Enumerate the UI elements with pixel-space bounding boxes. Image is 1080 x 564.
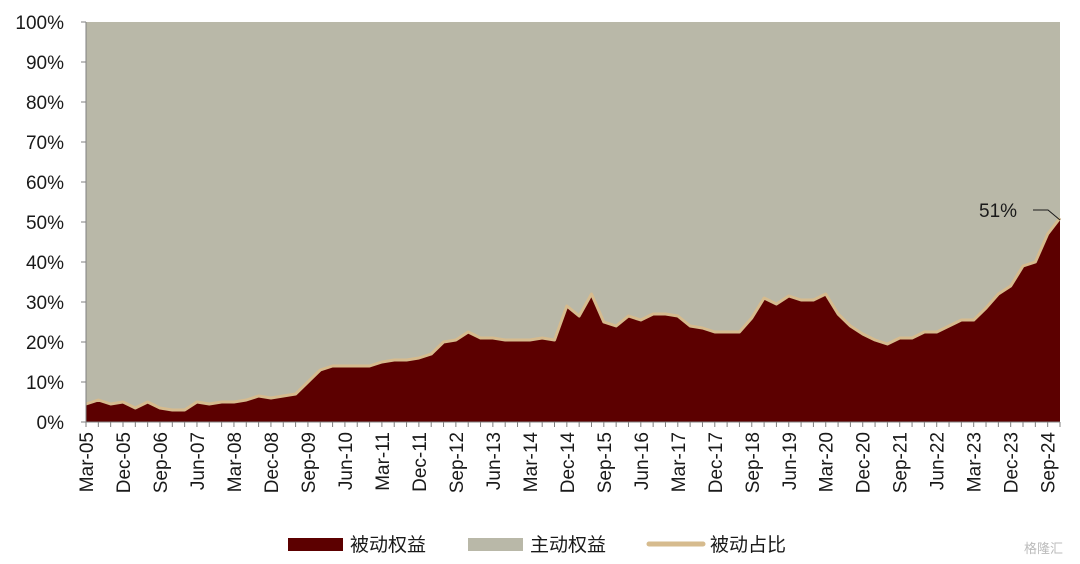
x-tick-label: Sep-18 — [743, 432, 764, 493]
x-tick-label: Dec-17 — [706, 432, 727, 493]
watermark: 格隆汇 — [1024, 541, 1063, 557]
annotation: 51% — [979, 201, 1061, 222]
x-tick-label: Dec-23 — [1002, 432, 1023, 493]
x-tick-label: Jun-07 — [188, 432, 209, 490]
x-tick-label: Sep-06 — [151, 432, 172, 493]
x-tick-label: Mar-23 — [965, 432, 986, 492]
y-axis: 0% 10% 20% 30% 40% 50% 60% 70% 80% 90% 100% — [15, 13, 86, 434]
y-tick-label: 0% — [37, 413, 65, 434]
series-area-passive — [86, 218, 1060, 422]
series-line-share — [85, 217, 1062, 412]
x-tick-label: Dec-08 — [262, 432, 283, 493]
y-tick-label: 60% — [26, 173, 64, 194]
x-tick-label: Mar-11 — [373, 432, 394, 491]
y-tick-label: 50% — [26, 213, 64, 234]
legend-label-passive: 被动权益 — [350, 534, 426, 556]
plot-area — [85, 22, 1062, 423]
legend-swatch-passive — [288, 538, 343, 551]
legend-label-share: 被动占比 — [710, 534, 786, 556]
x-tick-label: Jun-19 — [780, 432, 801, 490]
x-tick-label: Jun-13 — [484, 432, 505, 490]
legend-swatch-active — [468, 538, 523, 551]
x-tick-label: Mar-14 — [521, 432, 542, 493]
x-tick-label: Mar-08 — [225, 432, 246, 492]
x-tick-label: Sep-15 — [595, 432, 616, 493]
y-tick-label: 30% — [26, 293, 64, 314]
x-tick-label: Sep-09 — [299, 432, 320, 493]
legend-label-active: 主动权益 — [530, 534, 606, 556]
x-tick-label: Jun-22 — [928, 432, 949, 490]
y-tick-label: 80% — [26, 93, 64, 114]
x-tick-label: Sep-24 — [1039, 432, 1060, 494]
x-tick-label: Jun-16 — [632, 432, 653, 490]
y-tick-label: 90% — [26, 53, 64, 74]
x-tick-label: Mar-17 — [669, 432, 690, 492]
y-tick-label: 10% — [26, 373, 64, 394]
x-tick-label: Mar-05 — [77, 432, 98, 492]
annotation-leader — [1033, 209, 1061, 221]
x-tick-label: Mar-20 — [817, 432, 838, 492]
annotation-label: 51% — [979, 201, 1017, 222]
y-tick-label: 20% — [26, 333, 64, 354]
x-tick-label: Dec-14 — [558, 432, 579, 494]
y-tick-label: 70% — [26, 133, 64, 154]
x-axis: Mar-05 Dec-05 Sep-06 Jun-07 Mar-08 Dec-08 Sep-… — [77, 422, 1061, 494]
x-tick-label: Sep-21 — [891, 432, 912, 493]
x-tick-label: Sep-12 — [447, 432, 468, 493]
x-tick-label: Dec-11 — [410, 432, 431, 492]
y-tick-label: 100% — [15, 13, 64, 34]
x-tick-label: Jun-10 — [336, 432, 357, 490]
y-tick-label: 40% — [26, 253, 64, 274]
x-tick-label: Dec-05 — [114, 432, 135, 493]
legend: 被动权益 主动权益 被动占比 — [288, 534, 786, 556]
x-tick-label: Dec-20 — [854, 432, 875, 493]
